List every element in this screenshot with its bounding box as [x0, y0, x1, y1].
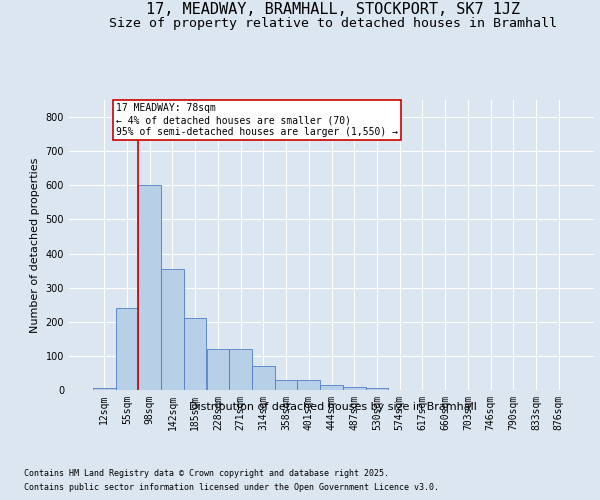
Bar: [365, 388, 388, 390]
Text: 17, MEADWAY, BRAMHALL, STOCKPORT, SK7 1JZ: 17, MEADWAY, BRAMHALL, STOCKPORT, SK7 1J…: [146, 2, 520, 18]
Text: Distribution of detached houses by size in Bramhall: Distribution of detached houses by size …: [189, 402, 477, 412]
Bar: [139, 186, 161, 390]
Bar: [206, 349, 229, 390]
Bar: [229, 349, 252, 390]
Text: Contains HM Land Registry data © Crown copyright and database right 2025.: Contains HM Land Registry data © Crown c…: [24, 468, 389, 477]
Text: Size of property relative to detached houses in Bramhall: Size of property relative to detached ho…: [109, 16, 557, 30]
Y-axis label: Number of detached properties: Number of detached properties: [30, 158, 40, 332]
Bar: [116, 308, 139, 390]
Bar: [161, 269, 184, 390]
Bar: [184, 318, 206, 390]
Bar: [275, 380, 298, 390]
Text: 17 MEADWAY: 78sqm
← 4% of detached houses are smaller (70)
95% of semi-detached : 17 MEADWAY: 78sqm ← 4% of detached house…: [116, 104, 398, 136]
Text: Contains public sector information licensed under the Open Government Licence v3: Contains public sector information licen…: [24, 484, 439, 492]
Bar: [93, 388, 116, 390]
Bar: [343, 386, 365, 390]
Bar: [320, 385, 343, 390]
Bar: [298, 380, 320, 390]
Bar: [252, 366, 275, 390]
